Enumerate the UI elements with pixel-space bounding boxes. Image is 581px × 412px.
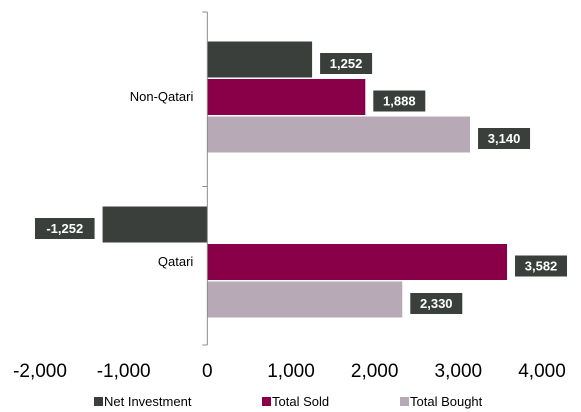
legend-label: Total Bought: [410, 394, 483, 409]
category-label: Qatari: [158, 254, 194, 269]
data-label-box: [320, 53, 373, 74]
data-label: 2,330: [420, 296, 453, 311]
legend-label: Total Sold: [272, 394, 329, 409]
legend-swatch: [262, 397, 271, 406]
data-label-box: [515, 255, 568, 277]
x-tick-label: 4,000: [518, 361, 566, 382]
x-tick-label: 2,000: [351, 361, 399, 382]
data-label: -1,252: [46, 221, 83, 236]
bar: [207, 116, 471, 153]
data-label-box: [478, 128, 531, 149]
x-tick-label: -1,000: [97, 361, 151, 382]
data-label: 3,140: [488, 131, 521, 146]
x-tick-label: 0: [202, 361, 213, 382]
x-tick-label: 3,000: [435, 361, 483, 382]
x-tick-label: 1,000: [267, 361, 315, 382]
legend-swatch: [400, 397, 409, 406]
category-label: Non-Qatari: [130, 89, 194, 104]
bar: [102, 206, 208, 243]
data-label: 1,252: [330, 56, 363, 71]
data-label-box: [34, 218, 95, 239]
data-label-box: [373, 90, 426, 112]
bar: [207, 281, 403, 318]
data-label: 1,888: [383, 94, 416, 109]
legend-swatch: [94, 397, 103, 406]
x-tick-label: -2,000: [13, 361, 67, 382]
bar: [207, 244, 508, 280]
legend-label: Net Investment: [104, 394, 192, 409]
bar: [207, 79, 366, 115]
data-label-box: [410, 293, 463, 314]
bar: [207, 41, 313, 78]
data-label: 3,582: [525, 259, 558, 274]
